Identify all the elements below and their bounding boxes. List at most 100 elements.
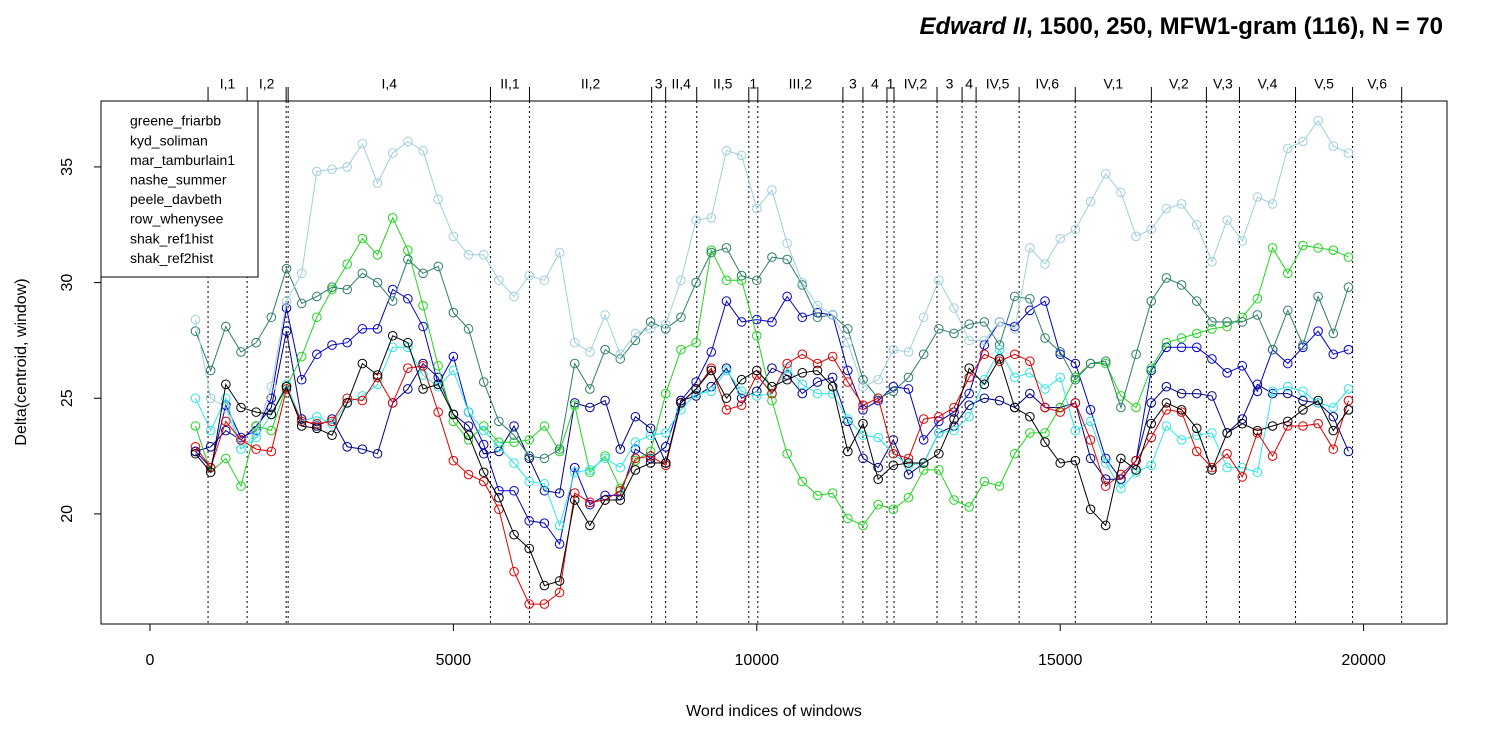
data-point (387, 330, 398, 341)
data-point (994, 354, 1005, 364)
data-point (403, 337, 413, 348)
data-point (1282, 388, 1293, 399)
data-point (1131, 467, 1141, 478)
data-point (585, 465, 595, 475)
data-point (372, 448, 383, 459)
data-point (615, 483, 626, 494)
data-point (1161, 381, 1172, 392)
data-point (751, 275, 762, 286)
data-point (1252, 428, 1263, 438)
data-point (296, 421, 307, 431)
data-point (1191, 388, 1202, 399)
data-point (979, 393, 990, 404)
data-point (751, 365, 762, 376)
data-point (539, 479, 550, 489)
data-point (964, 363, 974, 373)
data-point (1116, 187, 1126, 198)
data-point (312, 421, 322, 431)
data-point (585, 467, 595, 478)
data-point (873, 393, 883, 404)
data-point (1252, 386, 1263, 397)
data-point (448, 365, 459, 376)
data-point (539, 485, 550, 496)
data-point (630, 335, 641, 346)
data-point (1085, 405, 1096, 415)
data-point (843, 324, 853, 334)
data-point (964, 388, 974, 399)
x-tick-label: 5000 (436, 652, 472, 669)
plot-frame (100, 100, 1448, 625)
data-point (1146, 460, 1157, 471)
data-point (403, 254, 413, 265)
data-point (964, 502, 974, 512)
data-point (221, 321, 231, 332)
data-point (1328, 349, 1339, 360)
data-point (827, 372, 838, 383)
data-point (418, 384, 428, 394)
scene-label: 1 (749, 76, 757, 92)
data-point (1176, 407, 1187, 417)
x-tick-label: 0 (146, 652, 155, 669)
data-point (478, 250, 489, 260)
data-point (949, 414, 959, 424)
data-point (873, 499, 883, 510)
data-point (691, 215, 701, 225)
data-point (630, 411, 641, 422)
data-point (221, 393, 231, 404)
data-point (630, 453, 641, 464)
data-point (782, 291, 792, 302)
data-point (1282, 268, 1293, 279)
data-point (630, 437, 641, 447)
data-point (706, 213, 717, 223)
data-point (1146, 224, 1157, 235)
data-point (1100, 358, 1111, 369)
data-point (418, 361, 428, 371)
y-tick-label: 35 (59, 158, 76, 176)
data-point (433, 194, 444, 205)
data-point (327, 430, 337, 441)
data-point (873, 432, 883, 443)
data-point (190, 442, 201, 452)
data-point (524, 453, 535, 464)
data-point (236, 435, 246, 445)
data-point (600, 451, 610, 461)
data-point (782, 448, 792, 459)
data-point (1282, 416, 1293, 427)
data-point (281, 326, 292, 336)
data-point (979, 317, 990, 327)
scene-label: II,1 (500, 76, 520, 92)
data-point (1100, 520, 1111, 531)
data-point (645, 423, 656, 434)
data-point (1161, 405, 1172, 415)
data-point (448, 351, 459, 362)
data-point (1176, 405, 1187, 415)
data-point (1267, 451, 1278, 461)
data-point (342, 337, 352, 348)
data-point (1131, 455, 1141, 466)
data-point (236, 481, 246, 491)
data-point (554, 539, 565, 549)
data-point (676, 312, 686, 323)
data-point (812, 312, 823, 323)
data-point (782, 254, 792, 265)
data-point (327, 282, 337, 293)
data-point (736, 386, 747, 397)
data-point (1207, 391, 1217, 401)
data-point (934, 411, 944, 422)
data-point (1252, 293, 1263, 304)
data-point (1313, 326, 1323, 336)
data-point (433, 379, 444, 390)
data-point (281, 381, 292, 392)
data-point (1131, 402, 1141, 413)
x-tick-label: 20000 (1341, 652, 1386, 669)
scene-label: IV,5 (986, 76, 1010, 92)
data-point (585, 520, 595, 531)
data-point (1222, 367, 1232, 378)
data-point (827, 351, 838, 362)
data-point (494, 275, 504, 286)
legend-label: greene_friarbb (130, 113, 221, 129)
data-point (949, 425, 959, 436)
data-point (585, 402, 595, 413)
data-point (1146, 363, 1157, 373)
data-point (524, 543, 535, 554)
